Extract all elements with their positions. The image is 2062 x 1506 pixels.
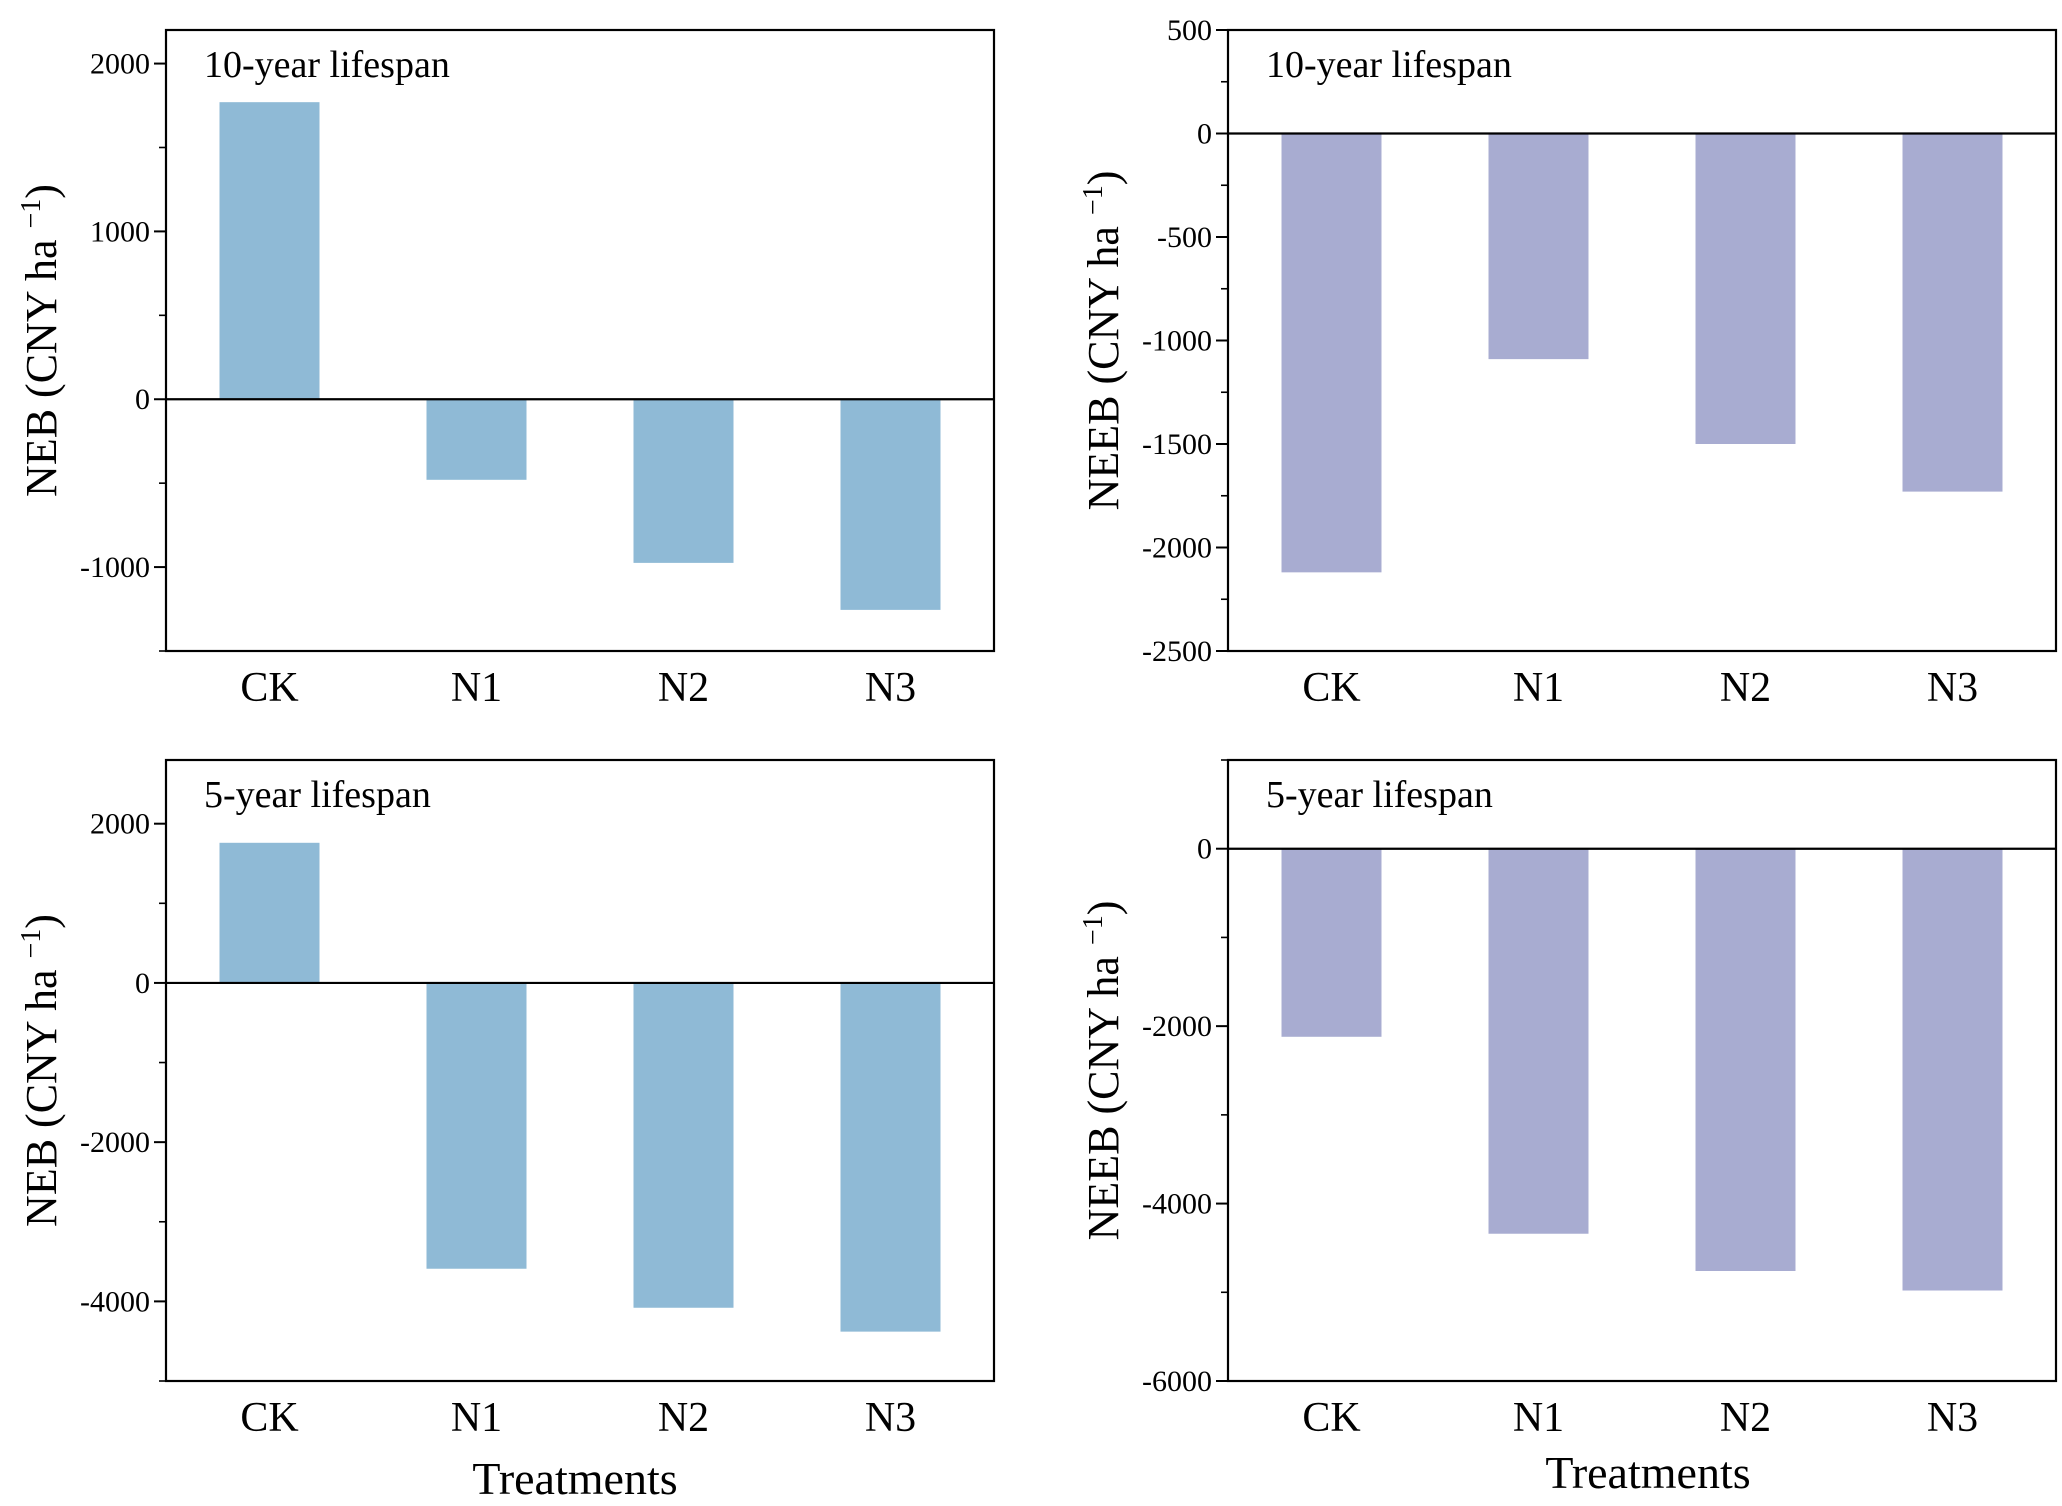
y-tick-label: -2500 [1142, 635, 1212, 668]
bar-n3 [840, 399, 941, 610]
plot-frame [164, 28, 996, 653]
bar-n2 [633, 399, 734, 563]
y-tick-label: 2000 [90, 808, 150, 841]
y-tick-label: -2000 [1142, 1010, 1212, 1043]
bar-n2 [633, 982, 734, 1308]
y-tick-label: 1000 [90, 215, 150, 248]
bar-ck [1281, 848, 1382, 1037]
bar-n2 [1695, 133, 1796, 444]
category-label-n2: N2 [1720, 665, 1771, 711]
chart-panel-neb-5-year: -4000 -2000 0 2000 CK N1 N2 N3 5-year lifespan NE… [16, 758, 996, 1441]
y-axis-title-main: NEEB (CNY ha [1079, 945, 1128, 1240]
category-label-ck: CK [240, 1395, 298, 1441]
y-tick-label: 0 [135, 967, 150, 1000]
y-tick-label: -4000 [1142, 1188, 1212, 1221]
category-label-ck: CK [1302, 1395, 1360, 1441]
category-label-n3: N3 [1927, 665, 1978, 711]
y-tick-label: -1000 [1142, 325, 1212, 358]
panel-title: 10-year lifespan [1266, 44, 1512, 86]
category-label-n1: N1 [451, 665, 502, 711]
bar-n1 [1488, 133, 1589, 360]
category-label-n2: N2 [1720, 1395, 1771, 1441]
y-axis-title-close: ) [1079, 171, 1128, 186]
y-tick-label: 2000 [90, 48, 150, 81]
y-axis-title-superscript: −1 [1078, 185, 1109, 215]
category-label-ck: CK [1302, 665, 1360, 711]
plot-frame [164, 758, 996, 1383]
plot-frame [1226, 758, 2058, 1383]
bar-n2 [1695, 848, 1796, 1271]
category-label-n2: N2 [658, 1395, 709, 1441]
y-tick-label: -1000 [80, 551, 150, 584]
bar-ck [219, 102, 320, 400]
y-axis-title: NEEB (CNY ha −1) [1078, 901, 1128, 1241]
panel-title: 5-year lifespan [204, 774, 431, 816]
chart-panel-neeb-10-year: -2500 -2000 -1500 -1000 -500 0 500 CK N1 N2 N3 10-y… [1078, 14, 2058, 711]
y-tick-label: -1500 [1142, 428, 1212, 461]
bar-ck [219, 842, 320, 983]
y-axis-title: NEEB (CNY ha −1) [1078, 171, 1128, 511]
y-axis-title-superscript: −1 [1078, 915, 1109, 945]
category-label-n3: N3 [865, 1395, 916, 1441]
bar-n3 [840, 982, 941, 1332]
y-axis-title-close: ) [17, 914, 66, 929]
y-tick-label: -2000 [80, 1126, 150, 1159]
y-tick-label: 0 [1197, 833, 1212, 866]
panel-title: 10-year lifespan [204, 44, 450, 86]
chart-panel-neeb-5-year: -6000 -4000 -2000 0 CK N1 N2 N3 5-year lifespan N… [1078, 758, 2058, 1441]
y-tick-label: 500 [1167, 14, 1212, 47]
category-label-n3: N3 [865, 665, 916, 711]
y-tick-label: 0 [1197, 118, 1212, 151]
y-axis-title-close: ) [17, 184, 66, 199]
bar-n3 [1902, 133, 2003, 492]
category-label-n1: N1 [451, 1395, 502, 1441]
y-tick-label: -4000 [80, 1285, 150, 1318]
bar-n1 [426, 399, 527, 480]
panel-title: 5-year lifespan [1266, 774, 1493, 816]
bar-n1 [1488, 848, 1589, 1234]
y-axis-title-main: NEB (CNY ha [17, 229, 66, 497]
y-axis-title-main: NEB (CNY ha [17, 959, 66, 1227]
y-tick-label: 0 [135, 383, 150, 416]
y-axis-title-main: NEEB (CNY ha [1079, 215, 1128, 510]
bar-ck [1281, 133, 1382, 573]
x-axis-title-right: Treatments [1545, 1447, 1750, 1498]
y-axis-title: NEB (CNY ha −1) [16, 914, 66, 1227]
category-label-n1: N1 [1513, 1395, 1564, 1441]
x-axis-title-left: Treatments [472, 1453, 677, 1504]
y-tick-label: -6000 [1142, 1365, 1212, 1398]
y-tick-label: -500 [1157, 221, 1212, 254]
y-axis-title-close: ) [1079, 901, 1128, 916]
category-label-n3: N3 [1927, 1395, 1978, 1441]
chart-panel-neb-10-year: -1000 0 1000 2000 CK N1 N2 N3 10-year lifespan NE… [16, 28, 996, 711]
category-label-n1: N1 [1513, 665, 1564, 711]
bar-n3 [1902, 848, 2003, 1291]
y-axis-title-superscript: −1 [16, 929, 47, 959]
y-tick-label: -2000 [1142, 532, 1212, 565]
y-axis-title: NEB (CNY ha −1) [16, 184, 66, 497]
y-axis-title-superscript: −1 [16, 199, 47, 229]
category-label-n2: N2 [658, 665, 709, 711]
bar-n1 [426, 982, 527, 1269]
category-label-ck: CK [240, 665, 298, 711]
